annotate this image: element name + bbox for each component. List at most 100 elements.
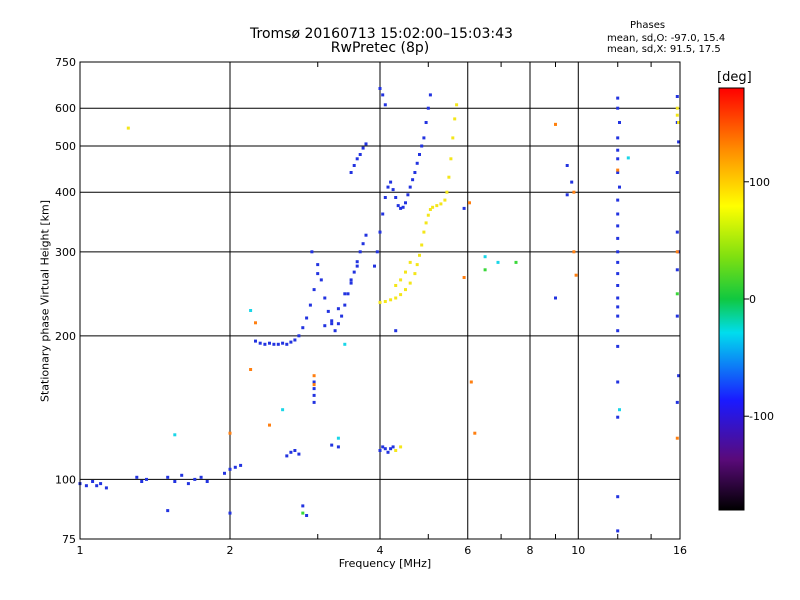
data-point	[289, 450, 293, 454]
y-tick-label: 100	[55, 473, 76, 486]
data-point	[439, 202, 443, 206]
data-point	[675, 436, 679, 440]
data-point	[140, 480, 144, 483]
data-point	[468, 201, 471, 205]
data-point	[312, 288, 316, 292]
data-point	[381, 93, 385, 97]
data-point	[355, 264, 359, 268]
data-point	[233, 465, 237, 469]
data-point	[343, 303, 347, 307]
data-point	[383, 300, 387, 303]
data-point	[383, 447, 387, 451]
data-point	[349, 171, 353, 174]
data-point	[616, 157, 620, 161]
axis-ticks: 1 2 4 6 8 10 16 75 100 200 300 400 500 600 750	[55, 56, 687, 557]
data-points	[78, 87, 681, 533]
data-point	[91, 480, 95, 483]
data-point	[330, 319, 334, 323]
x-tick-label: 10	[571, 544, 585, 557]
data-point	[186, 482, 190, 486]
data-point	[126, 126, 130, 130]
data-point	[565, 164, 569, 167]
data-point	[319, 278, 323, 282]
data-point	[223, 471, 226, 475]
data-point	[281, 408, 285, 412]
y-tick-label: 400	[55, 186, 76, 199]
data-point	[514, 260, 518, 264]
data-point	[422, 230, 426, 234]
data-point	[616, 529, 620, 533]
data-point	[675, 292, 679, 296]
data-point	[415, 161, 419, 165]
data-point	[616, 96, 620, 100]
data-point	[173, 480, 177, 483]
data-point	[675, 400, 679, 404]
data-point	[616, 284, 620, 287]
data-point	[677, 140, 681, 144]
data-point	[312, 380, 316, 384]
data-point	[323, 324, 327, 328]
data-point	[386, 185, 390, 189]
data-point	[616, 260, 620, 264]
data-point	[420, 243, 424, 247]
y-tick-label: 750	[55, 56, 76, 69]
data-point	[381, 445, 385, 449]
data-point	[297, 334, 301, 338]
x-tick-label: 2	[227, 544, 234, 557]
data-point	[391, 445, 395, 449]
data-point	[443, 198, 447, 202]
data-point	[574, 273, 578, 277]
data-point	[364, 142, 368, 146]
data-point	[305, 316, 309, 320]
data-point	[422, 136, 426, 140]
data-point	[424, 121, 428, 124]
data-point	[228, 511, 232, 515]
data-point	[424, 221, 428, 225]
data-point	[483, 255, 487, 259]
data-point	[166, 475, 170, 479]
chart-title: Tromsø 20160713 15:02:00–15:03:43	[250, 26, 513, 42]
data-point	[415, 263, 419, 267]
data-point	[616, 272, 620, 276]
data-point	[84, 484, 88, 488]
data-point	[616, 314, 620, 318]
data-point	[394, 449, 398, 452]
data-point	[399, 445, 403, 449]
data-point	[675, 314, 679, 318]
data-point	[616, 212, 620, 216]
data-point	[399, 293, 403, 297]
data-point	[378, 300, 382, 304]
stats-x-mode: mean, sd,X: 91.5, 17.5	[607, 44, 721, 55]
data-point	[268, 341, 271, 345]
data-point	[389, 298, 393, 302]
data-point	[677, 121, 681, 124]
data-point	[554, 122, 557, 126]
data-point	[301, 504, 305, 508]
data-point	[285, 342, 289, 346]
data-point	[310, 250, 314, 254]
y-tick-label: 500	[55, 140, 76, 153]
data-point	[399, 278, 403, 282]
colorbar-tick-label: 100	[749, 176, 770, 189]
data-point	[268, 423, 271, 427]
colorbar-tick-label: -100	[749, 410, 774, 423]
data-point	[316, 263, 320, 267]
data-point	[336, 307, 340, 311]
data-point	[99, 482, 103, 486]
data-point	[330, 443, 334, 447]
data-point	[205, 480, 209, 483]
data-point	[254, 339, 257, 343]
data-point	[418, 253, 421, 257]
data-point	[358, 250, 362, 254]
data-point	[258, 341, 262, 345]
data-point	[333, 329, 337, 333]
data-point	[394, 329, 398, 333]
data-point	[404, 288, 407, 292]
data-point	[378, 87, 382, 90]
data-point	[401, 205, 405, 209]
data-point	[349, 278, 353, 282]
data-point	[428, 208, 432, 211]
data-point	[173, 433, 177, 437]
data-point	[435, 204, 439, 208]
data-point	[263, 342, 267, 346]
